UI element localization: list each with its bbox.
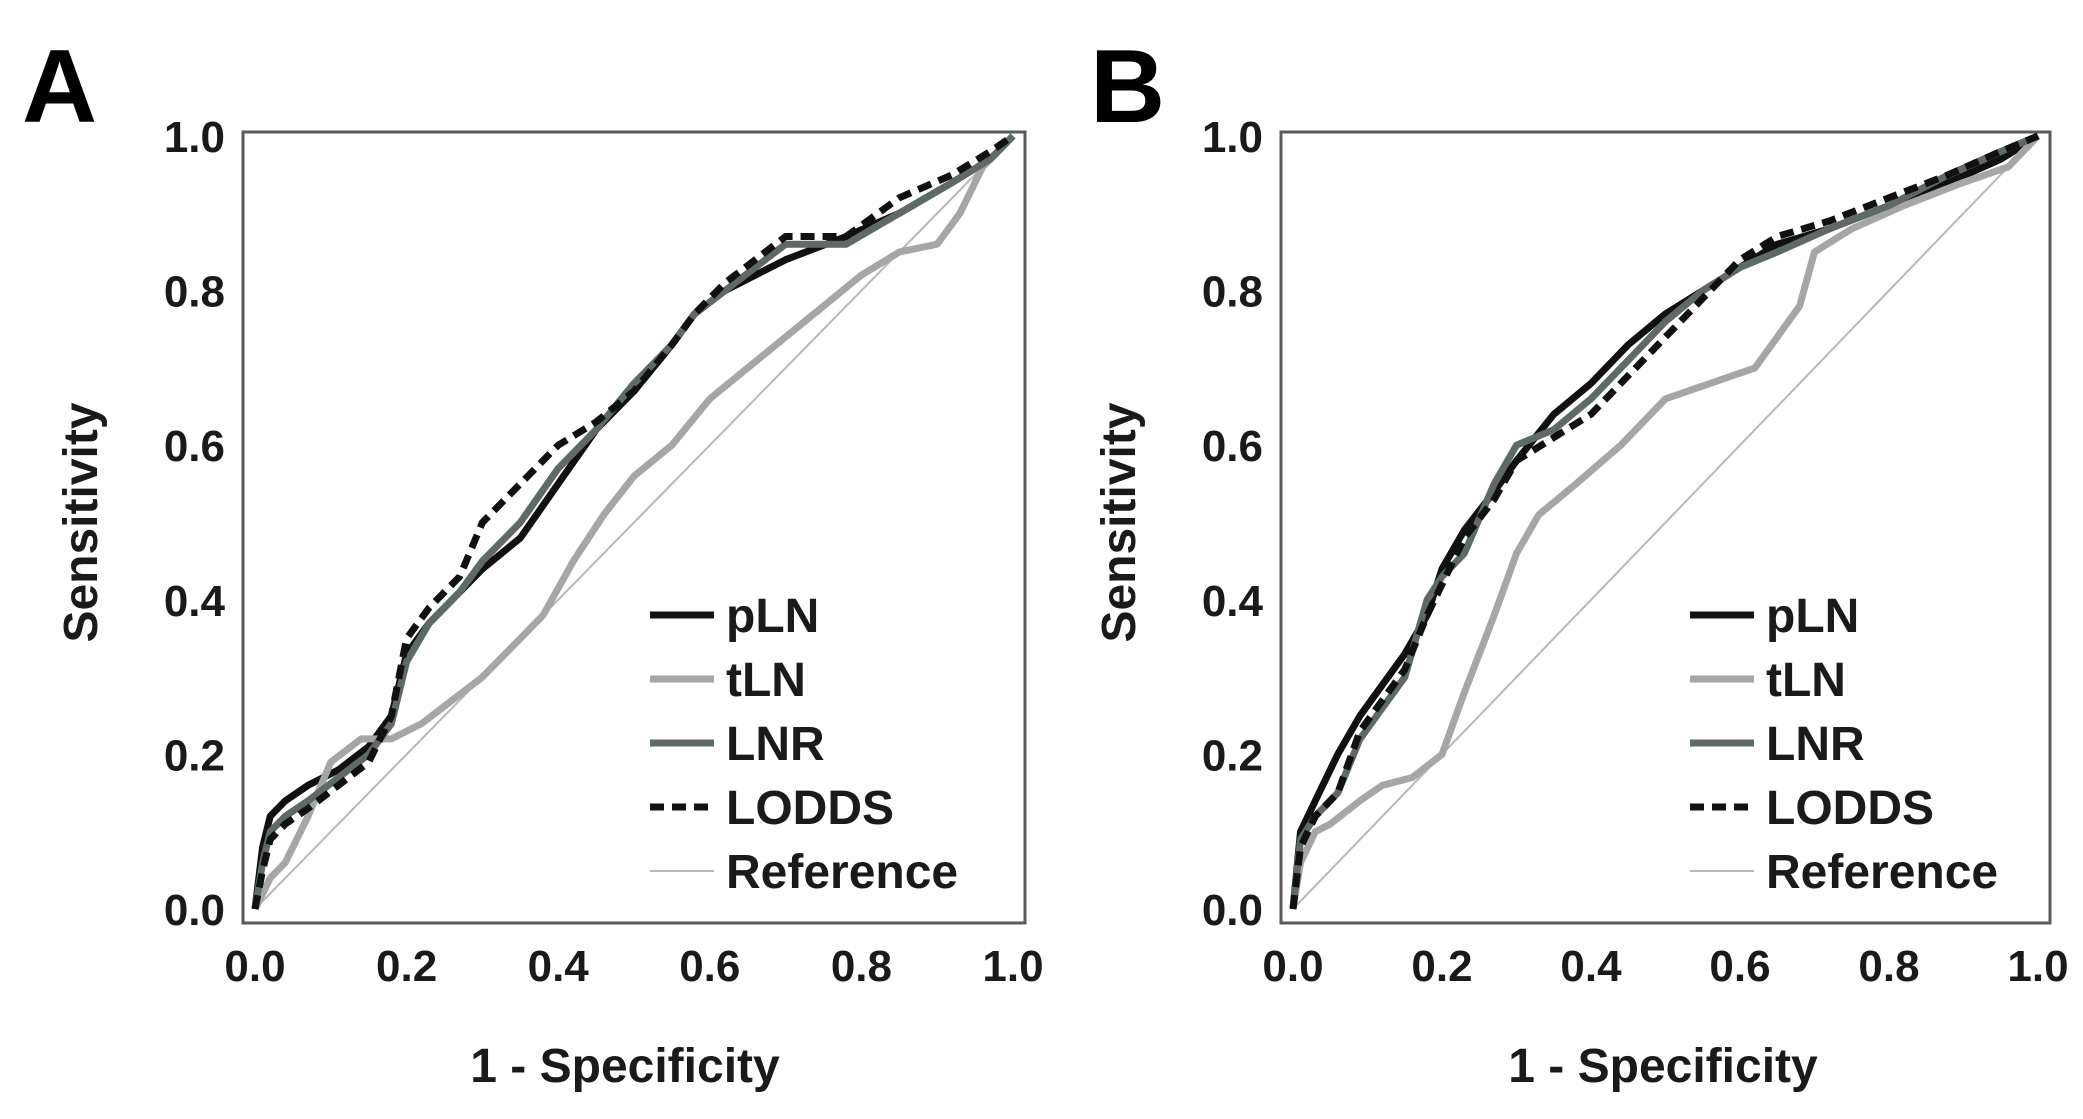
- legend-label-lodds: LODDS: [1766, 782, 1934, 835]
- series-line-reference: [254, 135, 1014, 910]
- x-tick-label: 0.2: [1411, 942, 1472, 991]
- x-tick-label: 0.0: [224, 942, 285, 991]
- y-tick-label: 0.2: [164, 731, 225, 780]
- series-line-tln: [1289, 133, 2041, 910]
- y-axis-label: Sensitivity: [55, 402, 108, 642]
- legend-label-pln: pLN: [1766, 590, 1859, 643]
- roc-panel-b: B 0.0 0.2 0.4 0.6 0.8 1.0 0.0 0.2 0.4 0.6 0.8 1.0 1 -…: [1090, 29, 2069, 1093]
- legend-label-lnr: LNR: [726, 718, 825, 771]
- y-tick-label: 0.4: [164, 577, 226, 626]
- plot-frame: [241, 130, 1027, 925]
- plot-frame: [1279, 130, 2052, 925]
- legend-label-lnr: LNR: [1766, 718, 1865, 771]
- legend-label-reference: Reference: [726, 846, 958, 899]
- x-tick-label: 1.0: [982, 942, 1043, 991]
- y-tick-label: 0.8: [164, 268, 225, 317]
- y-tick-label: 1.0: [164, 113, 225, 162]
- series-line-lodds: [251, 133, 1015, 910]
- panel-letter: B: [1090, 29, 1165, 145]
- series-line-reference: [1292, 135, 2039, 910]
- x-tick-label: 0.0: [1262, 942, 1323, 991]
- x-tick-label: 0.6: [679, 942, 740, 991]
- y-axis-label: Sensitivity: [1093, 402, 1146, 642]
- panel-letter: A: [22, 29, 97, 145]
- series-line-lnr: [251, 133, 1016, 910]
- legend-label-pln: pLN: [726, 590, 819, 643]
- x-tick-label: 0.4: [1560, 942, 1622, 991]
- series-line-tln: [251, 133, 1016, 911]
- y-tick-label: 0.0: [1202, 886, 1263, 935]
- x-tick-label: 0.2: [376, 942, 437, 991]
- roc-panel-a: A 0.0 0.2 0.4 0.6 0.8 1.0 0.0 0.2 0.4 0.6 0.8 1.0 1 -…: [22, 29, 1044, 1093]
- x-tick-label: 0.6: [1709, 942, 1770, 991]
- y-tick-label: 0.4: [1202, 577, 1264, 626]
- legend-label-reference: Reference: [1766, 846, 1998, 899]
- x-tick-label: 0.8: [1858, 942, 1919, 991]
- y-tick-label: 0.6: [1202, 422, 1263, 471]
- y-tick-label: 1.0: [1202, 113, 1263, 162]
- y-tick-label: 0.2: [1202, 731, 1263, 780]
- x-axis-label: 1 - Specificity: [470, 1040, 780, 1093]
- x-axis-label: 1 - Specificity: [1508, 1040, 1818, 1093]
- legend-label-lodds: LODDS: [726, 782, 894, 835]
- legend-label-tln: tLN: [726, 654, 806, 707]
- series-line-lodds: [1289, 132, 2040, 910]
- x-tick-label: 0.8: [831, 942, 892, 991]
- y-tick-label: 0.8: [1202, 268, 1263, 317]
- x-tick-label: 1.0: [2007, 942, 2068, 991]
- y-tick-label: 0.0: [164, 886, 225, 935]
- y-tick-label: 0.6: [164, 422, 225, 471]
- legend-label-tln: tLN: [1766, 654, 1846, 707]
- x-tick-label: 0.4: [528, 942, 590, 991]
